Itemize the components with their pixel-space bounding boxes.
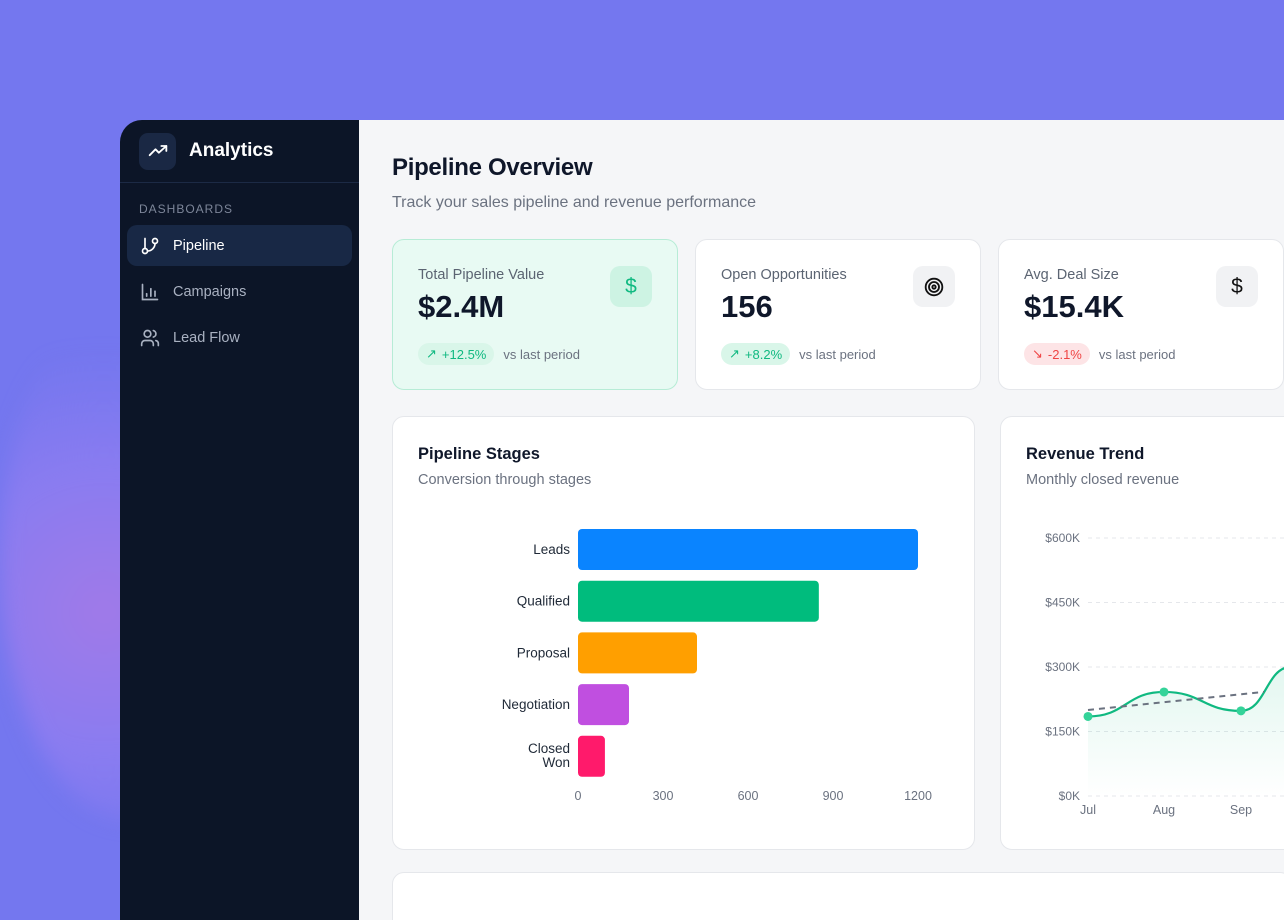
y-tick-label: $150K <box>1045 725 1080 739</box>
change-note: vs last period <box>1098 346 1176 362</box>
trending-up-icon: ↗ <box>729 346 740 361</box>
bottom-card <box>392 872 1284 920</box>
card-title: Revenue Trend <box>1026 445 1145 463</box>
trending-down-icon: ↘ <box>1032 346 1043 361</box>
brand: Analytics <box>120 120 359 183</box>
users-icon <box>140 329 160 346</box>
kpi-value: 156 <box>721 289 773 324</box>
git-branch-icon <box>141 237 159 254</box>
bar-qualified <box>578 580 819 622</box>
sidebar: Analytics DASHBOARDS Pipeline Campaigns … <box>120 120 359 920</box>
data-point-aug <box>1159 687 1169 697</box>
bar-label: Leads <box>533 542 570 557</box>
app-window: Analytics DASHBOARDS Pipeline Campaigns … <box>120 120 1284 920</box>
x-tick-label: 600 <box>738 789 759 803</box>
bar-label: Closed Won <box>528 741 570 770</box>
change-value: -2.1% <box>1047 346 1082 362</box>
card-subtitle: Conversion through stages <box>418 472 592 488</box>
y-tick-label: $450K <box>1045 596 1080 610</box>
kpi-label: Avg. Deal Size <box>1024 267 1119 283</box>
x-tick-label: 300 <box>653 789 674 803</box>
trend-line <box>1087 690 1265 711</box>
x-tick-label: Sep <box>1230 803 1252 817</box>
kpi-card-open-opportunities: Open Opportunities 156 ↗ +8.2% vs last per… <box>695 239 981 390</box>
x-tick-label: Jul <box>1080 803 1096 817</box>
trending-up-icon: ↗ <box>426 346 437 361</box>
section-label: DASHBOARDS <box>139 202 234 216</box>
x-tick-label: 900 <box>823 789 844 803</box>
x-tick-label: Aug <box>1153 803 1175 817</box>
change-note: vs last period <box>503 346 580 362</box>
card-title: Pipeline Stages <box>418 445 540 463</box>
sidebar-item-label: Campaigns <box>173 283 247 300</box>
bar-chart-icon <box>141 283 159 300</box>
x-tick-label: 1200 <box>904 789 932 803</box>
pipeline-stages-chart: Leads Qualified Proposal Negotiation Closed W… <box>502 529 932 803</box>
change-badge: ↗ +8.2% <box>721 343 791 365</box>
dollar-icon: $ <box>1216 266 1258 307</box>
area-fill <box>1088 668 1284 796</box>
sidebar-item-label: Pipeline <box>173 237 225 254</box>
sidebar-item-pipeline[interactable]: Pipeline <box>127 225 352 266</box>
main-content: Pipeline Overview Track your sales pipel… <box>359 120 1284 920</box>
revenue-trend-chart: $0K $150K $300K $450K $600K Jul Aug Sep <box>1045 531 1284 817</box>
bar-closed-won <box>578 735 605 777</box>
pipeline-stages-card: Pipeline Stages Conversion through stage… <box>392 416 975 850</box>
sidebar-item-campaigns[interactable]: Campaigns <box>127 271 352 312</box>
bar-label: Negotiation <box>502 697 570 712</box>
bar-proposal <box>578 632 697 674</box>
change-note: vs last period <box>799 346 876 362</box>
bar-leads <box>578 529 918 570</box>
kpi-value: $15.4K <box>1024 289 1124 324</box>
bar-label: Qualified <box>517 594 570 609</box>
change-value: +12.5% <box>441 346 487 362</box>
dollar-icon: $ <box>610 266 652 307</box>
change-badge: ↗ +12.5% <box>418 343 495 365</box>
sidebar-item-lead-flow[interactable]: Lead Flow <box>127 317 352 358</box>
app-title: Analytics <box>189 140 274 161</box>
y-tick-label: $300K <box>1045 660 1080 674</box>
data-point-sep <box>1236 706 1246 716</box>
sidebar-item-label: Lead Flow <box>173 329 240 346</box>
trending-up-icon <box>139 132 176 170</box>
target-icon <box>913 266 955 307</box>
kpi-label: Total Pipeline Value <box>418 267 545 283</box>
y-tick-label: $0K <box>1059 789 1080 803</box>
y-tick-label: $600K <box>1045 531 1080 545</box>
change-value: +8.2% <box>744 346 783 362</box>
kpi-value: $2.4M <box>418 289 505 324</box>
bar-negotiation <box>578 684 629 726</box>
change-badge: ↘ -2.1% <box>1024 343 1090 365</box>
data-point-jul <box>1083 711 1093 721</box>
kpi-label: Open Opportunities <box>721 267 847 283</box>
card-subtitle: Monthly closed revenue <box>1026 472 1180 488</box>
revenue-trend-card: Revenue Trend Monthly closed revenue $0K… <box>1000 416 1284 850</box>
kpi-card-avg-deal-size: Avg. Deal Size $15.4K $ ↘ -2.1% vs last pe… <box>998 239 1284 390</box>
page-subtitle: Track your sales pipeline and revenue pe… <box>392 194 757 211</box>
page-title: Pipeline Overview <box>392 154 593 181</box>
kpi-card-total-pipeline: Total Pipeline Value $2.4M $ ↗ +12.5% vs l… <box>392 239 678 390</box>
x-tick-label: 0 <box>575 789 582 803</box>
bar-label: Proposal <box>517 645 570 660</box>
